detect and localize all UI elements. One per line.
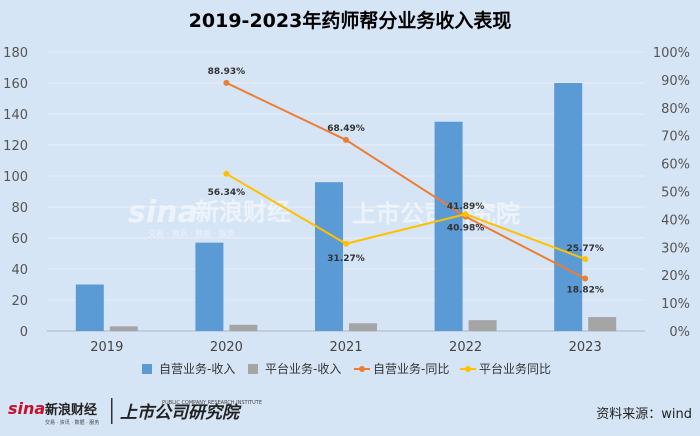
right-tick-label: 80% — [661, 102, 690, 117]
series-line — [225, 81, 586, 280]
right-axis: 0% 10% 20% 30% 40% 50% 60% 70% 80% 90% 100% — [653, 46, 690, 340]
bar — [75, 284, 104, 331]
footer-logo-scp-sub: PUBLIC COMPANY RESEARCH INSTITUTE — [162, 400, 262, 406]
line-point — [462, 211, 469, 218]
x-tick-label: 2019 — [90, 340, 123, 355]
right-tick-label: 60% — [661, 158, 690, 173]
line-point — [582, 256, 589, 263]
right-tick-label: 90% — [661, 74, 690, 89]
footer: sina 新浪财经 交易 · 资讯 · 数据 · 服务 上市公司研究院 PUBL… — [8, 398, 692, 426]
bar — [109, 326, 138, 331]
right-tick-label: 10% — [661, 297, 690, 312]
x-tick-label: 2021 — [329, 340, 362, 355]
bar — [434, 121, 463, 331]
left-tick-label: 100 — [3, 170, 28, 185]
bar — [195, 242, 224, 331]
data-label: 25.77% — [566, 244, 604, 254]
bar — [554, 83, 583, 331]
legend: 自营业务-收入 平台业务-收入 自营业务-同比 平台业务同比 — [142, 361, 551, 376]
x-tick-label: 2023 — [569, 340, 602, 355]
right-tick-label: 70% — [661, 130, 690, 145]
line-point — [582, 275, 589, 282]
footer-logo-sina-cn: 新浪财经 — [45, 402, 97, 418]
data-labels: 88.93% 68.49% 40.98% 18.82% 56.34% 31.27% 41.8… — [208, 67, 604, 296]
line-point — [343, 136, 349, 143]
line-point — [223, 79, 230, 86]
right-tick-label: 0% — [669, 325, 690, 340]
footer-divider — [111, 398, 113, 424]
bar — [468, 320, 497, 331]
data-label: 31.27% — [327, 254, 365, 264]
x-tick-label: 2022 — [449, 340, 482, 355]
footer-logo-sina: sina — [8, 399, 45, 418]
left-tick-label: 180 — [3, 46, 28, 61]
left-tick-label: 140 — [3, 108, 28, 123]
legend-label: 自营业务-收入 — [159, 361, 235, 376]
left-tick-label: 160 — [3, 77, 28, 92]
left-tick-label: 40 — [11, 263, 28, 278]
gridlines — [47, 51, 645, 332]
bar — [588, 317, 617, 331]
bar — [315, 182, 343, 331]
bars — [75, 83, 617, 331]
right-tick-label: 40% — [661, 213, 690, 228]
chart-title: 2019-2023年药师帮分业务收入表现 — [189, 9, 512, 32]
right-tick-label: 30% — [661, 241, 690, 256]
left-tick-label: 80 — [11, 201, 28, 216]
watermark-sina-sub: 交易 · 资讯 · 数据 · 服务 — [148, 228, 235, 238]
footer-logo-sina-sub: 交易 · 资讯 · 数据 · 服务 — [45, 419, 99, 426]
data-label: 88.93% — [208, 67, 246, 77]
data-label: 40.98% — [447, 224, 485, 234]
lines — [223, 79, 589, 282]
legend-swatch — [359, 366, 365, 372]
series-line — [225, 172, 586, 261]
legend-label: 平台业务同比 — [479, 361, 551, 376]
right-tick-label: 100% — [653, 46, 690, 61]
watermark-sina: sina — [128, 195, 198, 230]
data-label: 41.89% — [447, 202, 485, 212]
bar — [349, 323, 377, 331]
legend-swatch — [142, 364, 152, 374]
data-source: 资料来源：wind — [596, 407, 692, 422]
data-label: 18.82% — [566, 285, 604, 295]
x-tick-label: 2020 — [210, 340, 243, 355]
legend-swatch — [465, 366, 471, 372]
legend-label: 自营业务-同比 — [373, 361, 449, 376]
line-point — [223, 170, 230, 177]
x-axis: 2019 2020 2021 2022 2023 — [90, 340, 601, 355]
footer-logo-scp: 上市公司研究院 — [120, 403, 242, 423]
left-tick-label: 120 — [3, 139, 28, 154]
right-tick-label: 20% — [661, 269, 690, 284]
line-point — [343, 240, 349, 247]
data-label: 56.34% — [208, 188, 246, 198]
bar — [229, 324, 258, 331]
left-tick-label: 60 — [11, 232, 28, 247]
legend-swatch — [248, 364, 258, 374]
legend-label: 平台业务-收入 — [265, 361, 341, 376]
left-axis: 0 20 40 60 80 100 120 140 160 180 — [3, 46, 28, 340]
right-tick-label: 50% — [661, 186, 690, 201]
left-tick-label: 20 — [11, 294, 28, 309]
data-label: 68.49% — [327, 124, 365, 134]
left-tick-label: 0 — [20, 325, 28, 340]
